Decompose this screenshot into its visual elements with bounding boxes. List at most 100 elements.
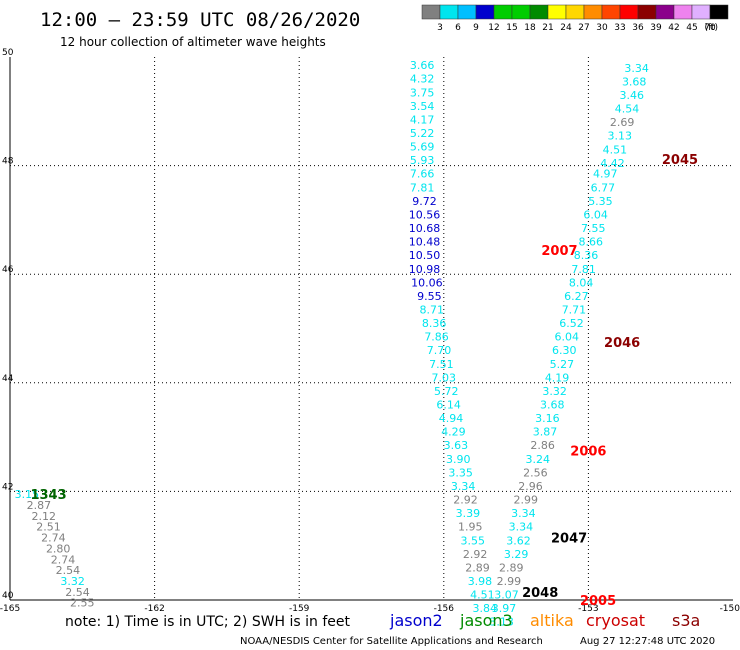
wave-height-point: 8.36 [574,249,599,262]
wave-height-point: 2.51 [36,521,61,534]
y-tick-label: 44 [2,374,14,384]
wave-height-point: 4.17 [410,113,435,126]
wave-height-point: 3.68 [622,75,647,88]
wave-height-point: 2.54 [65,586,90,599]
wave-height-point: 3.13 [489,616,514,629]
legend-s3a: s3a [672,611,700,630]
wave-height-point: 10.50 [409,249,441,262]
wave-height-point: 3.39 [456,507,481,520]
pass-time-label: 2046 [604,336,640,351]
colorbar-label: 3 [437,23,443,33]
footer-generated: Aug 27 12:27:48 UTC 2020 [580,636,715,647]
colorbar-swatch [421,4,441,20]
wave-height-point: 4.54 [615,103,640,116]
wave-height-point: 4.51 [470,589,495,602]
colorbar-swatch [439,4,459,20]
wave-height-point: 7.51 [429,358,454,371]
wave-height-point: 3.32 [60,575,85,588]
wave-height-point: 3.35 [448,466,473,479]
wave-height-point: 5.27 [550,358,575,371]
y-tick-label: 50 [2,48,14,58]
wave-height-point: 6.04 [583,208,608,221]
wave-height-point: 8.71 [420,303,445,316]
wave-height-point: 3.34 [624,62,649,75]
wave-height-point: 6.52 [559,317,584,330]
wave-height-point: 2.87 [27,499,52,512]
colorbar-swatch [637,4,657,20]
wave-height-point: 9.55 [417,290,442,303]
wave-height-point: 4.19 [545,371,570,384]
chart-title: 12:00 – 23:59 UTC 08/26/2020 [40,9,360,31]
colorbar-swatch [457,4,477,20]
wave-height-point: 3.63 [444,439,469,452]
wave-height-point: 2.80 [46,542,71,555]
wave-height-point: 10.98 [409,263,441,276]
colorbar-swatch [583,4,603,20]
colorbar-label: 30 [596,23,608,33]
wave-height-point: 5.22 [410,127,435,140]
pass-time-label: 2006 [570,445,606,460]
colorbar-label: 45 [686,23,697,33]
colorbar-label: 42 [668,23,679,33]
colorbar-swatch [655,4,675,20]
colorbar-label: 70 [704,23,716,33]
wave-height-point: 7.81 [410,181,435,194]
wave-height-point: 4.42 [600,157,625,170]
wave-height-point: 2.89 [465,561,490,574]
pass-time-label: 2005 [580,594,616,609]
wave-height-point: 4.29 [441,426,466,439]
wave-height-point: 2.92 [463,548,488,561]
wave-height-point: 3.13 [607,130,632,143]
wave-height-point: 3.90 [446,453,471,466]
x-tick-label: -153 [578,604,598,614]
wave-height-point: 8.36 [422,317,447,330]
wave-height-point: 7.81 [571,263,596,276]
pass-time-label: 1343 [30,488,66,503]
colorbar-label: 36 [632,23,644,33]
colorbar-unit: (ft) [704,23,718,33]
wave-height-point: 3.87 [533,426,558,439]
x-tick-label: -150 [720,604,740,614]
footer-note: note: 1) Time is in UTC; 2) SWH is in fe… [65,614,351,630]
x-tick-label: -165 [0,604,20,614]
colorbar-legend: 3 6 9 12 15 18 21 24 27 30 33 36 39 42 45 70 [421,4,729,33]
wave-height-point: 7.70 [427,344,452,357]
legend-jason2: jason2 [389,611,443,630]
wave-height-point: 2.54 [56,564,81,577]
colorbar-swatch [493,4,513,20]
wave-height-point: 3.66 [410,59,435,72]
wave-height-point: 5.72 [434,385,459,398]
wave-height-point: 3.34 [451,480,476,493]
wave-height-point: 6.27 [564,290,589,303]
colorbar-swatch [475,4,495,20]
wave-height-point: 3.54 [410,100,435,113]
colorbar-swatch [691,4,711,20]
colorbar-label: 18 [524,23,536,33]
satellite-legend: jason2 jason3 altika cryosat s3a [389,611,700,630]
footer-credit: NOAA/NESDIS Center for Satellite Applica… [240,636,543,647]
wave-height-point: 3.97 [492,602,517,615]
colorbar-label: 24 [560,23,572,33]
wave-height-point: 3.62 [506,534,531,547]
colorbar-label: 15 [506,23,517,33]
wave-height-point: 7.55 [581,222,606,235]
x-tick-label: -159 [289,604,310,614]
wave-height-point: 3.32 [542,385,567,398]
wave-height-point: 3.55 [460,534,485,547]
wave-height-point: 4.97 [593,168,618,181]
wave-height-point: 2.99 [497,575,522,588]
wave-height-point: 10.06 [411,276,443,289]
legend-jason3: jason3 [459,611,513,630]
chart-subtitle: 12 hour collection of altimeter wave hei… [60,35,326,49]
wave-height-point: 3.68 [540,399,565,412]
wave-height-point: 3.24 [526,453,551,466]
colorbar-label: 6 [455,23,461,33]
plot-area: -165 -162 -159 -156 -153 -150 40 42 44 46 48 50 3.34… [0,48,740,629]
x-tick-label: -156 [434,604,455,614]
wave-height-point: 2.56 [523,466,548,479]
pass-time-label: 2007 [541,244,577,259]
wave-height-point: 2.92 [453,494,478,507]
wave-height-point: 5.35 [588,195,613,208]
wave-height-point: 3.75 [410,86,435,99]
wave-height-point: 5.69 [410,141,435,154]
